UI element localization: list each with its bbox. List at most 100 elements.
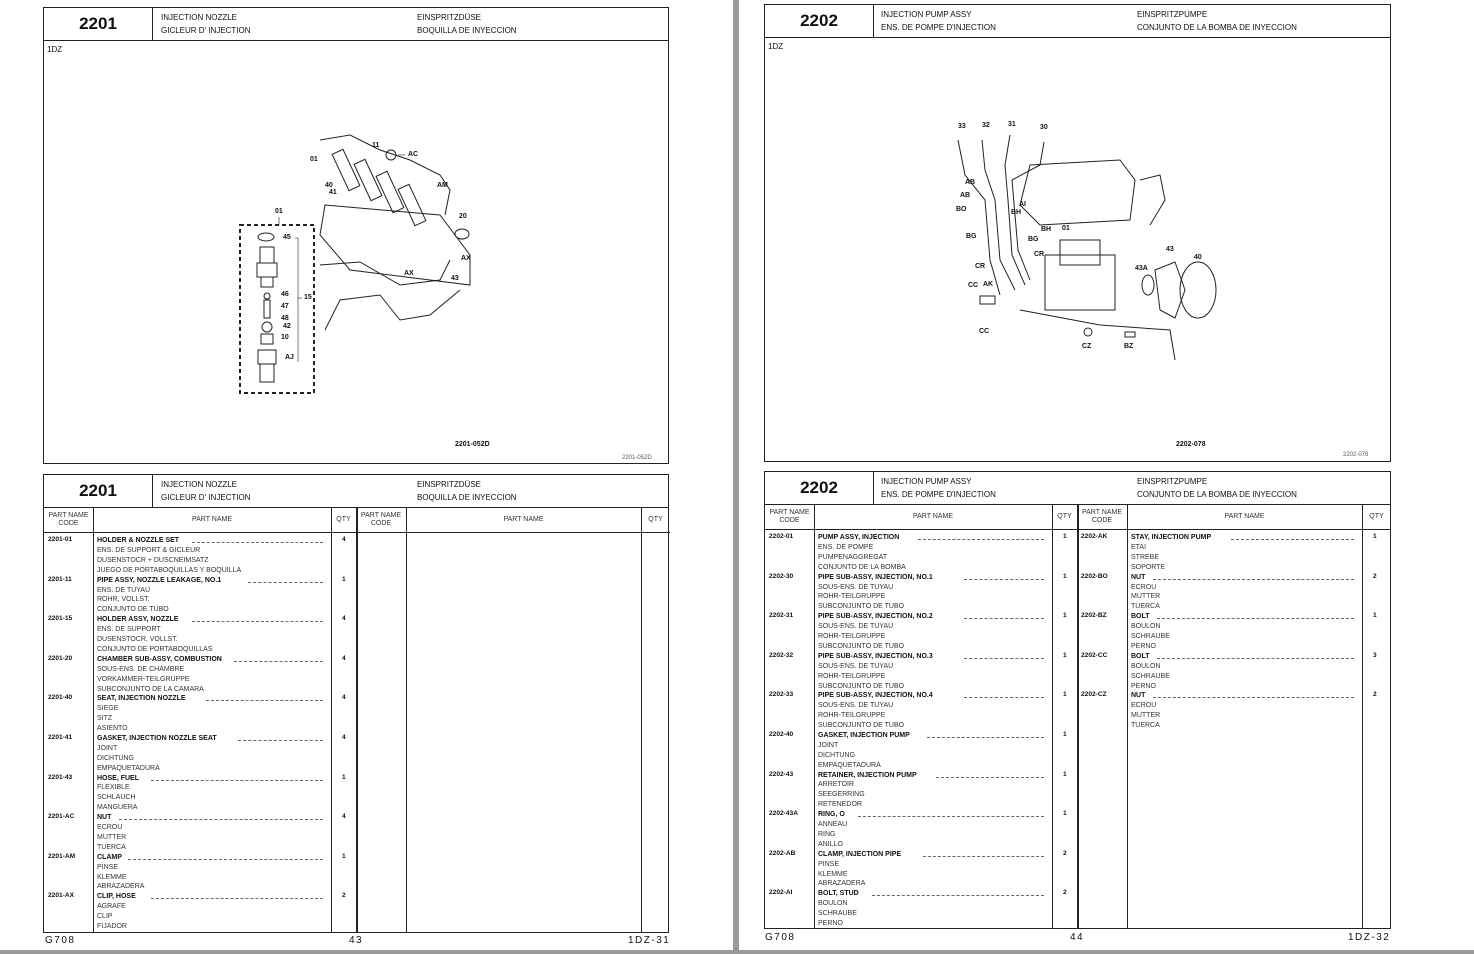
part-name-en: PIPE ASSY, NOZZLE LEAKAGE, NO.1 — [97, 576, 222, 584]
part-name-en: GASKET, INJECTION NOZZLE SEAT — [97, 734, 217, 742]
part-name-es: ANILLO — [818, 840, 843, 848]
part-code: 2202-40 — [769, 730, 794, 738]
parts-table-2201: 2201 INJECTION NOZZLE GICLEUR D' INJECTI… — [43, 474, 670, 933]
table-row[interactable]: 2201-AC NUT ECROU MUTTER TUERCA 4 — [44, 813, 356, 853]
table-row[interactable]: 2202-CC BOLT BOULON SCHRAUBE PERNO 3 — [1077, 652, 1391, 692]
part-name-es: TUERCA — [97, 843, 126, 851]
table-row[interactable]: 2202-43 RETAINER, INJECTION PUMP ARRETOIR S… — [765, 771, 1077, 811]
part-name-fr: SOUS-ENS. DE TUYAU — [818, 583, 894, 591]
callout: AK — [983, 281, 994, 288]
part-code: 2202-43A — [769, 810, 798, 818]
part-code: 2202-AK — [1081, 533, 1108, 540]
table-row[interactable]: 2202-AI BOLT, STUD BOULON SCHRAUBE PERNO 2 — [765, 889, 1077, 929]
part-name-de: ROHR-TEILGRUPPE — [818, 593, 886, 601]
part-name-fr: BOULON — [818, 900, 848, 908]
part-name-en: SEAT, INJECTION NOZZLE — [97, 695, 186, 703]
table-row[interactable]: 2202-31 PIPE SUB-ASSY, INJECTION, NO.2 SOU… — [765, 612, 1077, 652]
table-row[interactable]: 2202-AB CLAMP, INJECTION PIPE PINSE KLEMME A… — [765, 850, 1077, 890]
part-names: PIPE SUB-ASSY, INJECTION, NO.3 SOUS-ENS. … — [818, 652, 933, 692]
table-row[interactable]: 2201-11 PIPE ASSY, NOZZLE LEAKAGE, NO.1 EN… — [44, 576, 356, 616]
callout: 01 — [275, 208, 283, 215]
footer-section: 1DZ-31 — [628, 935, 671, 946]
diagram-box-2202: 2202 INJECTION PUMP ASSY ENS. DE POMPE D… — [764, 4, 1391, 462]
part-qty: 4 — [342, 733, 346, 741]
part-qty: 2 — [1373, 572, 1377, 580]
table-row[interactable]: 2202-32 PIPE SUB-ASSY, INJECTION, NO.3 SOU… — [765, 652, 1077, 692]
part-name-fr: BOULON — [1131, 662, 1161, 670]
part-name-es: SUBCONJUNTO DE LA CAMARA — [97, 685, 204, 693]
table-row[interactable]: 2201-40 SEAT, INJECTION NOZZLE SIEGE SITZ AS… — [44, 694, 356, 734]
leader-dots — [1152, 697, 1354, 699]
part-name-fr: JOINT — [97, 744, 118, 752]
table-row[interactable]: 2201-20 CHAMBER SUB-ASSY, COMBUSTION SOUS-… — [44, 655, 356, 695]
part-name-en: HOLDER ASSY, NOZZLE — [97, 616, 179, 624]
part-names: STAY, INJECTION PUMP ETAI STREBE SOPORTE — [1131, 533, 1211, 573]
part-name-es: ABRAZADERA — [97, 883, 145, 891]
part-name-de: ROHR-TEILGRUPPE — [818, 672, 886, 680]
leader-dots — [238, 739, 323, 741]
part-name-fr: AGRAFE — [97, 903, 126, 911]
part-name-fr: SOUS-ENS. DE CHAMBRE — [97, 665, 185, 673]
part-code: 2202-01 — [769, 533, 794, 540]
callout: 31 — [1008, 121, 1016, 128]
part-name-de: PUMPENAGGREGAT — [818, 553, 888, 561]
part-name-fr: ENS. DE SUPPORT & GICLEUR — [97, 546, 201, 554]
leader-dots — [192, 542, 323, 543]
leader-dots — [233, 660, 323, 662]
part-name-de: ROHR-TEILGRUPPE — [818, 712, 886, 720]
table-row[interactable]: 2202-40 GASKET, INJECTION PUMP JOINT DICHTU… — [765, 731, 1077, 771]
leader-dots — [1157, 618, 1354, 620]
part-code: 2202-CZ — [1081, 691, 1107, 699]
leader-dots — [964, 578, 1044, 580]
part-names: NUT ECROU MUTTER TUERCA — [1131, 573, 1160, 613]
part-name-en: HOLDER & NOZZLE SET — [97, 537, 180, 544]
table-row[interactable]: 2202-43A RING, O ANNEAU RING ANILLO 1 — [765, 810, 1077, 850]
table-row[interactable]: 2202-01 PUMP ASSY, INJECTION ENS. DE POMPE… — [765, 533, 1077, 573]
part-code: 2201-01 — [48, 536, 73, 543]
part-code: 2202-BZ — [1081, 612, 1107, 620]
table-row[interactable]: 2202-BO NUT ECROU MUTTER TUERCA 2 — [1077, 573, 1391, 613]
part-name-en: RETAINER, INJECTION PUMP — [818, 771, 917, 779]
leader-dots — [927, 736, 1044, 738]
part-code: 2202-32 — [769, 651, 794, 659]
title-de: EINSPRITZPUMPE — [1137, 10, 1208, 19]
callout: BH — [1041, 226, 1052, 233]
part-name-de: DICHTUNG — [97, 754, 134, 762]
leader-dots — [872, 895, 1044, 897]
part-names: RETAINER, INJECTION PUMP ARRETOIR SEEGERRI… — [818, 771, 917, 811]
part-code: 2201-20 — [48, 654, 73, 662]
part-name-es: RETENEDOR — [818, 801, 862, 809]
table-header: 2202 INJECTION PUMP ASSY ENS. DE POMPE D… — [765, 472, 1390, 505]
part-name-de: STREBE — [1131, 553, 1160, 561]
table-row[interactable]: 2202-30 PIPE SUB-ASSY, INJECTION, NO.1 SOU… — [765, 573, 1077, 613]
part-name-en: PIPE SUB-ASSY, INJECTION, NO.4 — [818, 692, 933, 700]
table-row[interactable]: 2202-CZ NUT ECROU MUTTER TUERCA 2 — [1077, 691, 1391, 731]
table-row[interactable]: 2201-01 HOLDER & NOZZLE SET ENS. DE SUPPOR… — [44, 536, 356, 576]
column-header-name: PART NAME — [406, 507, 641, 533]
callout: 01 — [310, 156, 318, 163]
part-name-fr: SOUS-ENS. DE TUYAU — [818, 662, 894, 670]
table-row[interactable]: 2201-AM CLAMP PINSE KLEMME ABRAZADERA 1 — [44, 853, 356, 893]
injection-pump-diagram — [957, 134, 1217, 361]
callout: 01 — [1062, 225, 1070, 232]
table-row[interactable]: 2201-43 HOSE, FUEL FLEXIBLE SCHLAUCH MANGUER… — [44, 774, 356, 814]
part-name-en: STAY, INJECTION PUMP — [1131, 534, 1212, 541]
part-qty: 1 — [1063, 770, 1067, 778]
part-name-de: CLIP — [97, 913, 113, 921]
leader-dots — [206, 700, 323, 702]
title-es: CONJUNTO DE LA BOMBA DE INYECCION — [1137, 23, 1297, 32]
part-qty: 1 — [342, 575, 346, 583]
callout: 32 — [982, 122, 990, 129]
table-row[interactable]: 2201-AX CLIP, HOSE AGRAFE CLIP FIJADOR 2 — [44, 892, 356, 932]
part-name-fr: PINSE — [818, 860, 840, 868]
table-row[interactable]: 2202-33 PIPE SUB-ASSY, INJECTION, NO.4 SOU… — [765, 691, 1077, 731]
leader-dots — [192, 621, 323, 623]
table-row[interactable]: 2202-AK STAY, INJECTION PUMP ETAI STREBE SOP… — [1077, 533, 1391, 573]
table-row[interactable]: 2202-BZ BOLT BOULON SCHRAUBE PERNO 1 — [1077, 612, 1391, 652]
page-bottom-edge — [0, 950, 1474, 954]
footer-model: G708 — [765, 932, 796, 943]
callout: AI — [1019, 201, 1026, 208]
callout: BG — [966, 233, 977, 240]
table-row[interactable]: 2201-15 HOLDER ASSY, NOZZLE ENS. DE SUPPOR… — [44, 615, 356, 655]
table-row[interactable]: 2201-41 GASKET, INJECTION NOZZLE SEAT JOIN… — [44, 734, 356, 774]
